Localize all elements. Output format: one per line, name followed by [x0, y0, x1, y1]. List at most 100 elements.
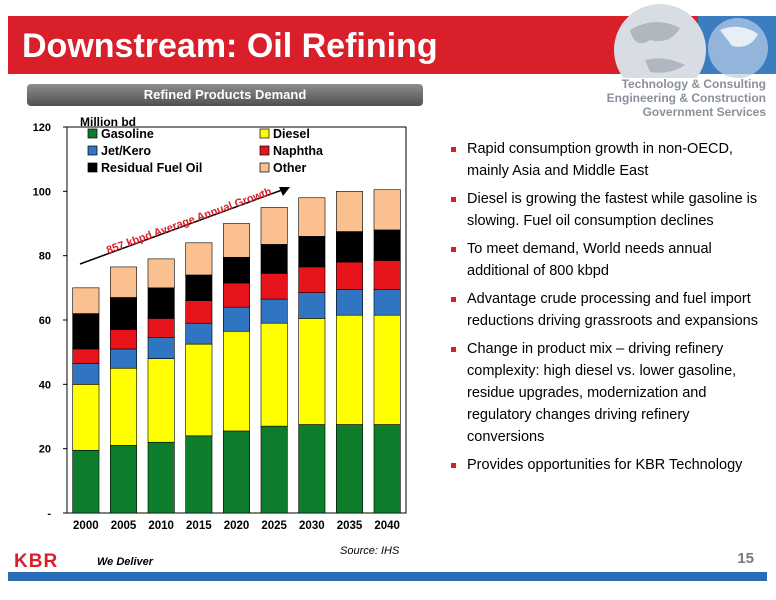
- bar-segment: [336, 191, 363, 232]
- bar-segment: [185, 322, 213, 345]
- bullet-square-icon: [451, 463, 456, 468]
- page-title: Downstream: Oil Refining: [22, 27, 438, 65]
- bar-segment: [110, 266, 137, 298]
- page-number: 15: [737, 550, 754, 567]
- bar-segment: [72, 348, 100, 364]
- x-tick-label: 2000: [73, 520, 99, 532]
- footer-bar: [8, 572, 767, 581]
- bar-segment: [373, 314, 401, 425]
- bar-segment: [298, 197, 326, 237]
- bar-segment: [223, 282, 250, 308]
- bar-segment: [260, 244, 288, 274]
- bullet-text: Provides opportunities for KBR Technolog…: [467, 457, 743, 473]
- bullet-text: To meet demand, World needs annual addit…: [467, 241, 712, 279]
- y-tick-label: 100: [33, 186, 51, 198]
- bar-segment: [147, 441, 175, 514]
- title-bar: [8, 16, 698, 74]
- kbr-logo: KBR: [14, 551, 59, 572]
- globe-graphic: [614, 4, 776, 78]
- business-line: Technology & Consulting: [621, 77, 766, 91]
- bullet-item: Rapid consumption growth in non-OECD, ma…: [448, 138, 763, 182]
- y-tick-label: 120: [33, 122, 51, 134]
- legend-swatch: [259, 162, 270, 173]
- bullet-item: Change in product mix – driving refinery…: [448, 338, 763, 448]
- y-tick-label: -: [47, 508, 51, 520]
- bar-segment: [147, 287, 175, 319]
- bar-segment: [260, 425, 288, 514]
- tagline: We Deliver: [97, 556, 154, 568]
- bullet-text: Diesel is growing the fastest while gaso…: [467, 191, 758, 229]
- business-line: Engineering & Construction: [606, 91, 766, 105]
- legend-label: Residual Fuel Oil: [101, 161, 202, 175]
- bullet-square-icon: [451, 347, 456, 352]
- legend-label: Gasoline: [101, 127, 154, 141]
- bullet-square-icon: [451, 197, 456, 202]
- business-lines: Technology & Consulting Engineering & Co…: [607, 77, 766, 119]
- legend-label: Jet/Kero: [101, 144, 151, 158]
- business-line: Government Services: [642, 105, 766, 119]
- bar-segment: [223, 306, 250, 332]
- legend-swatch: [259, 145, 270, 156]
- bar-segment: [298, 266, 326, 293]
- bar-segment: [336, 424, 363, 514]
- bullet-text: Change in product mix – driving refinery…: [467, 341, 737, 445]
- x-tick-label: 2005: [111, 520, 137, 532]
- bar-segment: [185, 274, 213, 301]
- bar-segment: [110, 348, 137, 369]
- bar-segment: [373, 424, 401, 514]
- bar-segment: [72, 363, 100, 385]
- bullet-square-icon: [451, 247, 456, 252]
- bar-segment: [223, 223, 250, 258]
- bar-segment: [260, 207, 288, 245]
- y-tick-label: 40: [39, 379, 51, 391]
- x-tick-label: 2010: [148, 520, 174, 532]
- y-axis-label: Million bd: [80, 115, 136, 129]
- bar-segment: [373, 189, 401, 231]
- bullet-square-icon: [451, 147, 456, 152]
- bullet-square-icon: [451, 297, 456, 302]
- bullet-text: Advantage crude processing and fuel impo…: [467, 291, 758, 329]
- bar-segment: [336, 289, 363, 316]
- legend-label: Naphtha: [273, 144, 324, 158]
- legend-swatch: [87, 145, 98, 156]
- bar-segment: [298, 292, 326, 319]
- bar-segment: [110, 367, 137, 446]
- bullet-text: Rapid consumption growth in non-OECD, ma…: [467, 141, 733, 179]
- y-tick-label: 60: [39, 315, 51, 327]
- legend-label: Diesel: [273, 127, 310, 141]
- bar-segment: [260, 322, 288, 427]
- y-tick-label: 80: [39, 251, 51, 263]
- bar-segment: [110, 329, 137, 350]
- bar-segment: [336, 231, 363, 263]
- bullet-item: To meet demand, World needs annual addit…: [448, 238, 763, 282]
- bar-segment: [260, 273, 288, 300]
- growth-arrow-line: [79, 189, 283, 265]
- bar-segment: [72, 449, 100, 514]
- bar-segment: [110, 445, 137, 514]
- x-tick-label: 2030: [299, 520, 325, 532]
- legend-label: Other: [273, 161, 306, 175]
- bar-segment: [298, 318, 326, 425]
- bar-segment: [72, 313, 100, 350]
- x-tick-label: 2035: [337, 520, 363, 532]
- bar-segment: [72, 287, 100, 314]
- bar-segment: [185, 343, 213, 437]
- chart-header: Refined Products Demand: [27, 84, 423, 106]
- source-note: Source: IHS: [340, 545, 400, 557]
- bar-segment: [147, 337, 175, 359]
- bullet-list: Rapid consumption growth in non-OECD, ma…: [448, 138, 763, 482]
- bar-segment: [223, 256, 250, 284]
- bar-segment: [110, 297, 137, 330]
- bar-segment: [373, 289, 401, 316]
- legend-swatch: [87, 128, 98, 139]
- bar-segment: [185, 300, 213, 324]
- bullet-item: Diesel is growing the fastest while gaso…: [448, 188, 763, 232]
- legend-swatch: [259, 128, 270, 139]
- bar-segment: [260, 298, 288, 324]
- bar-segment: [185, 435, 213, 514]
- x-tick-label: 2015: [186, 520, 212, 532]
- bar-segment: [336, 314, 363, 425]
- bullet-item: Advantage crude processing and fuel impo…: [448, 288, 763, 332]
- bar-segment: [147, 258, 175, 289]
